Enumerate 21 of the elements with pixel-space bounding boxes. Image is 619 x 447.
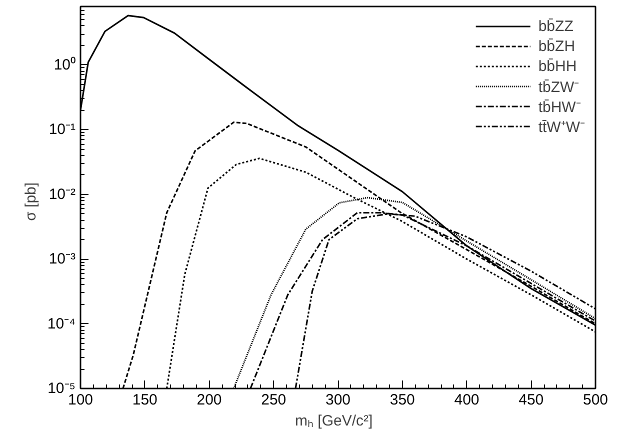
y-tick-label: 10⁻³: [48, 250, 76, 268]
legend-label: bb̄HH: [538, 58, 577, 74]
x-axis-title: mₕ [GeV/c²]: [294, 412, 373, 430]
legend-label: tt̄W⁺W⁻: [538, 118, 585, 136]
legend-label: tb̄HW⁻: [538, 98, 581, 116]
legend-label: tb̄ZW⁻: [538, 78, 580, 96]
x-tick-label: 500: [582, 392, 608, 408]
x-tick-label: 300: [325, 392, 351, 408]
y-tick-label: 10⁻¹: [48, 121, 76, 138]
y-tick-label: 10⁻²: [48, 186, 76, 203]
y-axis-title: σ [pb]: [22, 182, 40, 221]
y-tick-label: 10⁻⁴: [47, 315, 76, 332]
x-tick-label: 250: [261, 392, 286, 408]
x-tick-label: 450: [518, 392, 544, 408]
y-tick-label: 10⁰: [54, 56, 76, 74]
legend-label: bb̄ZH: [538, 38, 576, 54]
x-tick-label: 400: [454, 392, 480, 408]
x-tick-label: 200: [196, 392, 222, 408]
legend-label: bb̄ZZ: [538, 18, 574, 34]
x-tick-label: 150: [132, 392, 158, 408]
x-tick-label: 350: [390, 392, 415, 408]
